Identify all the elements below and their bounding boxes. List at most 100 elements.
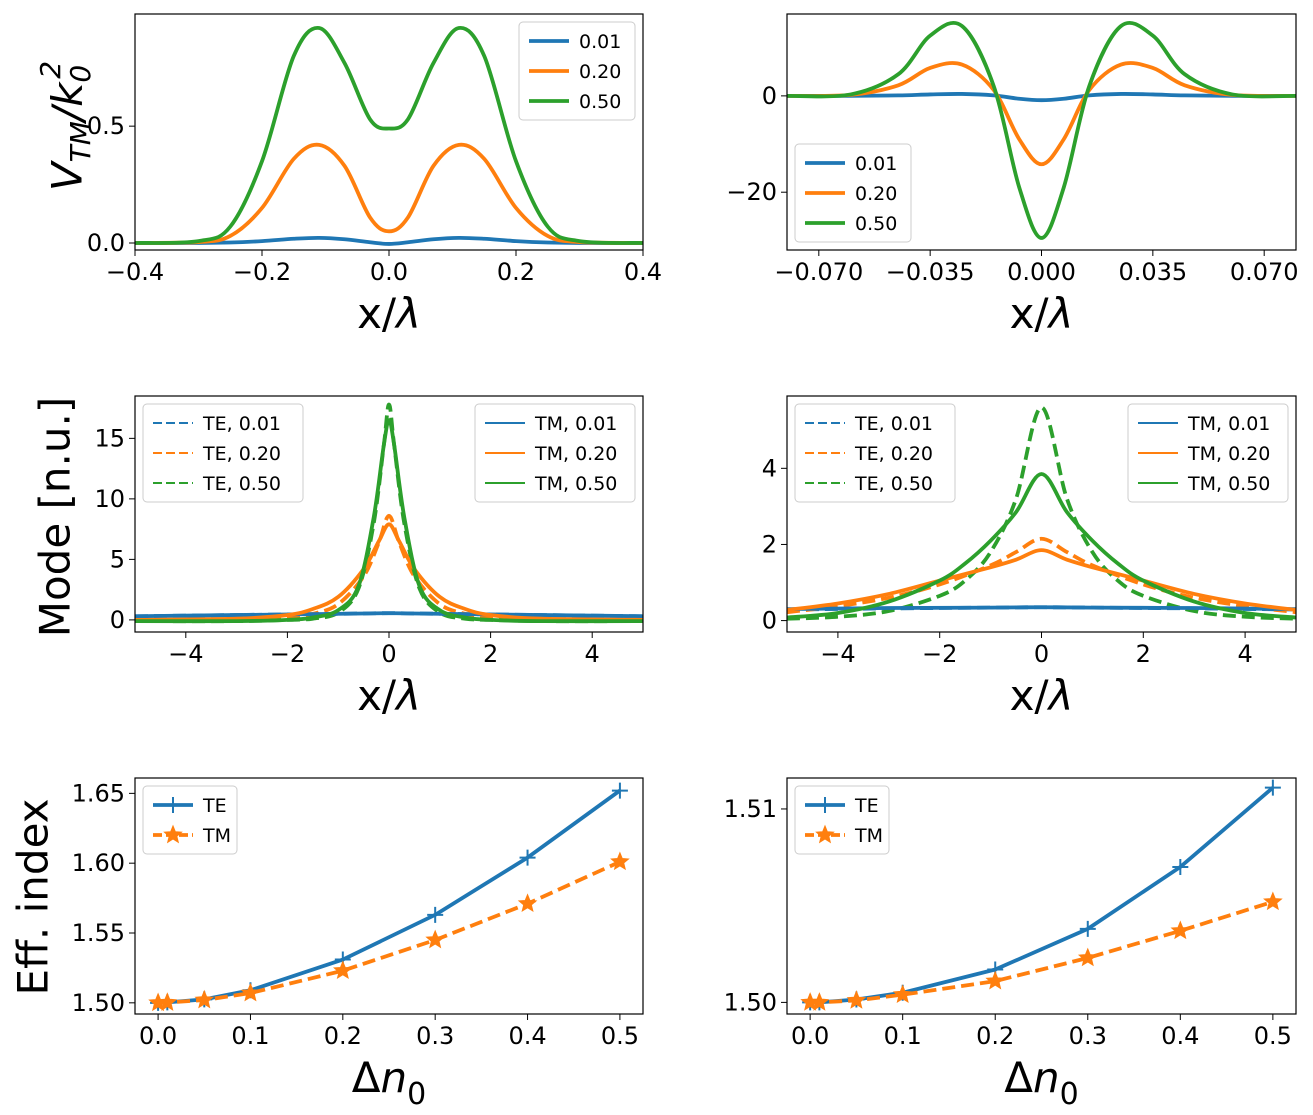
p11-legend-label-1: TM, 0.20 [1187, 443, 1270, 465]
p20-legend-box [142, 785, 238, 855]
p21-legend-label-0: TE [854, 795, 879, 817]
panels: −0.4 −0.2 0.0 0.2 0.40.00.5x/λ0.010.200.50−0… [72, 13, 1299, 1112]
p20-legend-marker-1 [163, 824, 183, 844]
p21-plot-area [800, 779, 1283, 1011]
p11-legend-label-2: TM, 0.50 [1187, 473, 1270, 495]
p00-legend-label-0: 0.01 [579, 31, 621, 53]
y-title-row0: VTM/k02 [34, 61, 97, 191]
p01-xtick-label-4: 0.070 [1230, 258, 1299, 286]
p10-ytick-label-0: 0 [110, 606, 125, 634]
p00-xtick-label-1: −0.2 [233, 258, 291, 286]
p20-ytick-label-1: 1.55 [72, 919, 125, 947]
p00-xtick-label-2: 0.0 [370, 258, 408, 286]
p01-legend-label-2: 0.50 [855, 213, 897, 235]
p21-legend-top-left: TE TM [794, 785, 890, 855]
p00-series-line-1 [135, 142, 643, 245]
p11-series-line-4 [787, 548, 1296, 612]
p20-xtick-label-3: 0.3 [416, 1022, 454, 1050]
p20-ytick-label-0: 1.50 [72, 989, 125, 1017]
p21-ytick-label-0: 1.50 [724, 988, 777, 1016]
p00-plot-area [135, 26, 643, 246]
p20-series-1-point-2 [194, 989, 215, 1009]
panel-p01: −0.070 −0.035 0.000 0.035 0.0700−20x/λ0.010.… [726, 13, 1299, 338]
p00-legend-label-2: 0.50 [579, 91, 621, 113]
p20-series-1-point-1 [157, 992, 178, 1011]
p20-axes-frame [134, 777, 644, 1015]
p00-xtick-label-0: −0.4 [106, 258, 164, 286]
p10-series-line-4 [135, 522, 643, 622]
p20-series-1-point-4 [333, 960, 353, 980]
p21-xtick-label-0: 0.0 [791, 1022, 829, 1050]
p01-xtick-label-3: 0.035 [1118, 258, 1187, 286]
p10-legend-top-right: TM, 0.01 TM, 0.20 TM, 0.50 [474, 403, 636, 503]
p21-ytick-label-1: 1.51 [724, 795, 777, 823]
p00-legend-label-1: 0.20 [579, 61, 621, 83]
panel-p11: −4 −2 0 2 4 0 2 4 x/λ TE, 0.01 TE, 0.20 TE, 0.50 TM,… [762, 395, 1297, 720]
p11-xtick-label-4: 4 [1237, 640, 1252, 668]
p10-ytick-label-3: 15 [94, 424, 125, 452]
p10-legend-label-0: TE, 0.01 [202, 413, 281, 435]
p00-ytick-label-0: 0.0 [87, 229, 125, 257]
p20-series-0-point-7 [611, 782, 628, 799]
p21-series-1-point-2 [846, 990, 867, 1009]
p10-legend-label-1: TM, 0.20 [534, 443, 617, 465]
p11-series-line-1 [787, 536, 1296, 615]
p21-xtick-label-4: 0.4 [1161, 1022, 1199, 1050]
p11-legend-box [794, 403, 956, 503]
p10-series-line-1 [135, 513, 643, 622]
p00-xtick-label-4: 0.4 [624, 258, 662, 286]
p11-ytick-label-0: 0 [762, 607, 777, 635]
p10-ytick-label-2: 10 [94, 485, 125, 513]
panel-p21: 0.0 0.1 0.2 0.3 0.4 0.5 1.50 1.51 Δn0 TE TM [724, 777, 1297, 1112]
p20-xtick-label-5: 0.5 [601, 1022, 639, 1050]
p00-ytick-label-1: 0.5 [87, 112, 125, 140]
p10-legend-box [142, 403, 304, 503]
p21-series-line-1 [810, 899, 1274, 1005]
p10-legend-label-2: TM, 0.50 [534, 473, 617, 495]
p10-ytick-label-1: 5 [110, 545, 125, 573]
p11-x-title: x/λ [1010, 671, 1074, 720]
p10-series-line-5 [135, 418, 643, 624]
y-title-row2: Eff. index [9, 798, 58, 995]
p11-series-line-5 [787, 472, 1296, 620]
p00-legend-box [518, 21, 636, 121]
p11-legend-top-right: TM, 0.01 TM, 0.20 TM, 0.50 [1127, 403, 1289, 503]
p21-series-0-point-7 [1264, 779, 1281, 796]
p10-legend-top-left: TE, 0.01 TE, 0.20 TE, 0.50 [142, 403, 304, 503]
p20-xtick-label-2: 0.2 [324, 1022, 362, 1050]
p11-legend-label-0: TM, 0.01 [1187, 413, 1270, 435]
p21-series-1-point-5 [1077, 947, 1098, 967]
p21-series-0-point-5 [1079, 920, 1096, 937]
panel-p20: 0.0 0.1 0.2 0.3 0.4 0.51.501.551.601.65Δn0TET… [72, 777, 644, 1112]
panel-p10: −4 −2 0 2 4 0 5 10 15 x/λ TE, 0.01 TE, 0.20 TE, 0.50… [94, 395, 644, 720]
p20-xtick-label-0: 0.0 [139, 1022, 177, 1050]
p20-legend-label-1: TM [202, 825, 231, 847]
p20-ytick-label-2: 1.60 [72, 849, 125, 877]
p21-series-1-point-3 [892, 984, 913, 1004]
p10-legend-label-1: TE, 0.20 [202, 443, 281, 465]
p01-legend-box [794, 143, 912, 243]
p11-ytick-label-1: 2 [762, 530, 777, 558]
p01-legend-label-0: 0.01 [855, 153, 897, 175]
p01-plot-area [787, 20, 1296, 240]
p11-legend-box [1127, 403, 1289, 503]
p10-xtick-label-3: 2 [483, 640, 498, 668]
p21-legend-marker-1 [815, 824, 835, 844]
p21-legend-box [794, 785, 890, 855]
p11-series-line-2 [787, 405, 1296, 621]
p21-series-1-point-1 [809, 992, 830, 1011]
p10-xtick-label-1: −2 [270, 640, 305, 668]
p20-x-title: Δn0 [352, 1053, 426, 1112]
p01-xtick-label-1: −0.035 [886, 258, 975, 286]
p00-series-line-2 [135, 26, 643, 245]
p11-xtick-label-0: −4 [820, 640, 855, 668]
p21-series-1-point-4 [985, 970, 1006, 990]
p01-series-line-2 [787, 20, 1296, 240]
p21-xtick-label-3: 0.3 [1069, 1022, 1107, 1050]
p11-xtick-label-3: 2 [1136, 640, 1151, 668]
p20-xtick-label-1: 0.1 [231, 1022, 269, 1050]
p21-legend-label-1: TM [854, 825, 883, 847]
p10-xtick-label-4: 4 [585, 640, 600, 668]
p21-axes-frame [786, 777, 1297, 1015]
